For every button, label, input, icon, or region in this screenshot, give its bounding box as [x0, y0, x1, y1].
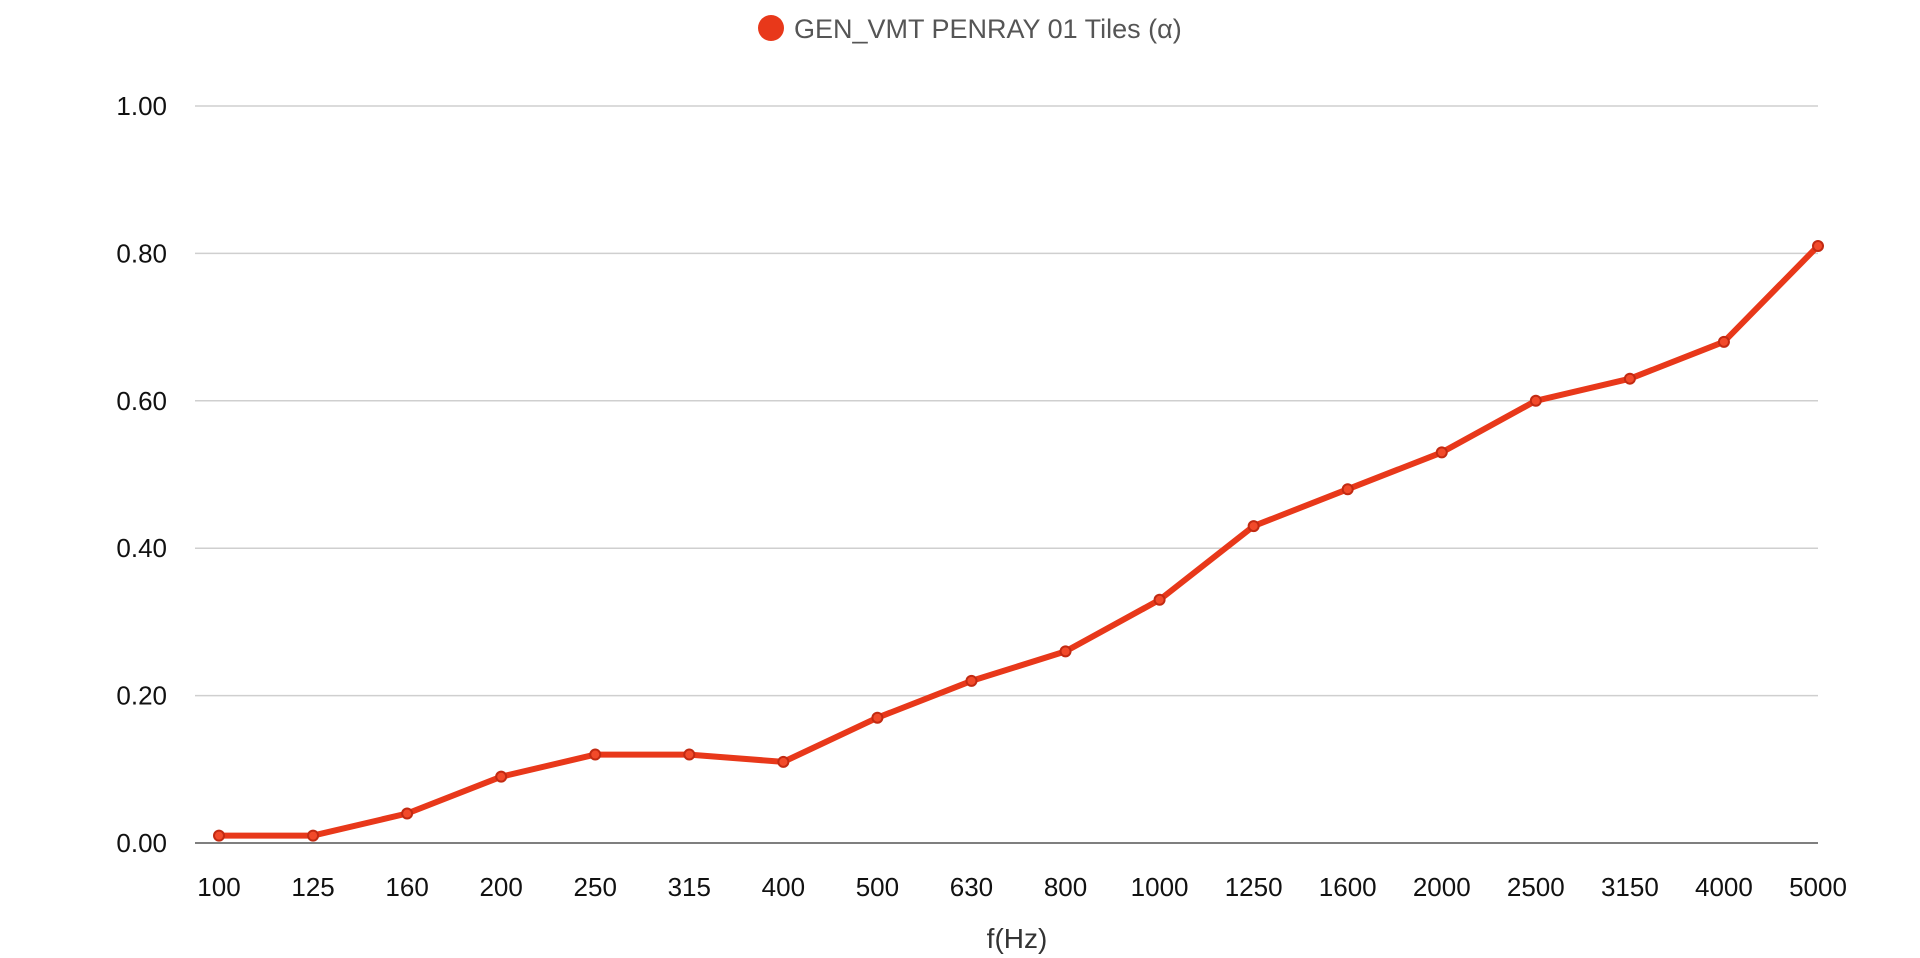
data-point	[213, 829, 225, 842]
x-tick-label: 200	[479, 872, 522, 902]
data-point	[307, 829, 320, 842]
x-axis-label: f(Hz)	[987, 923, 1048, 954]
legend-swatch	[758, 15, 784, 41]
x-tick-label: 315	[668, 872, 711, 902]
y-tick-label: 1.00	[116, 91, 167, 121]
x-tick-label: 2500	[1507, 872, 1565, 902]
x-tick-label: 1600	[1319, 872, 1377, 902]
x-tick-label: 1000	[1131, 872, 1189, 902]
y-tick-label: 0.60	[116, 386, 167, 416]
data-point	[495, 770, 508, 783]
legend-label: GEN_VMT PENRAY 01 Tiles (α)	[794, 14, 1182, 44]
x-tick-label: 125	[291, 872, 334, 902]
data-point	[1812, 240, 1824, 253]
y-tick-label: 0.40	[116, 533, 167, 563]
data-point	[1529, 394, 1542, 407]
data-point	[965, 674, 978, 687]
legend: GEN_VMT PENRAY 01 Tiles (α)	[758, 14, 1182, 44]
x-tick-label: 1250	[1225, 872, 1283, 902]
y-tick-label: 0.80	[116, 238, 167, 268]
y-axis-tick-labels: 0.00 0.20 0.40 0.60 0.80 1.00	[116, 91, 167, 858]
data-point	[589, 748, 602, 761]
data-point	[1247, 520, 1260, 533]
x-tick-label: 800	[1044, 872, 1087, 902]
x-tick-label: 630	[950, 872, 993, 902]
x-tick-label: 3150	[1601, 872, 1659, 902]
y-tick-label: 0.20	[116, 681, 167, 711]
data-point	[1435, 446, 1448, 459]
data-point	[1059, 645, 1072, 658]
y-tick-label: 0.00	[116, 828, 167, 858]
data-point	[683, 748, 696, 761]
data-point	[871, 711, 884, 724]
x-tick-label: 5000	[1789, 872, 1847, 902]
data-point	[1717, 335, 1730, 348]
data-point	[1341, 483, 1354, 496]
data-point	[1153, 593, 1166, 606]
series-layer	[213, 240, 1824, 842]
x-tick-label: 500	[856, 872, 899, 902]
x-tick-label: 2000	[1413, 872, 1471, 902]
x-tick-label: 4000	[1695, 872, 1753, 902]
x-tick-label: 250	[574, 872, 617, 902]
x-tick-label: 400	[762, 872, 805, 902]
data-point	[401, 807, 414, 820]
data-point	[1623, 372, 1636, 385]
x-tick-label: 100	[197, 872, 240, 902]
x-tick-label: 160	[385, 872, 428, 902]
series-line	[216, 243, 1821, 839]
data-point	[777, 755, 790, 768]
gridlines	[195, 105, 1818, 844]
x-axis-tick-labels: 100 125 160 200 250 315 400 500 630 800 1000 1250 16…	[197, 872, 1847, 902]
